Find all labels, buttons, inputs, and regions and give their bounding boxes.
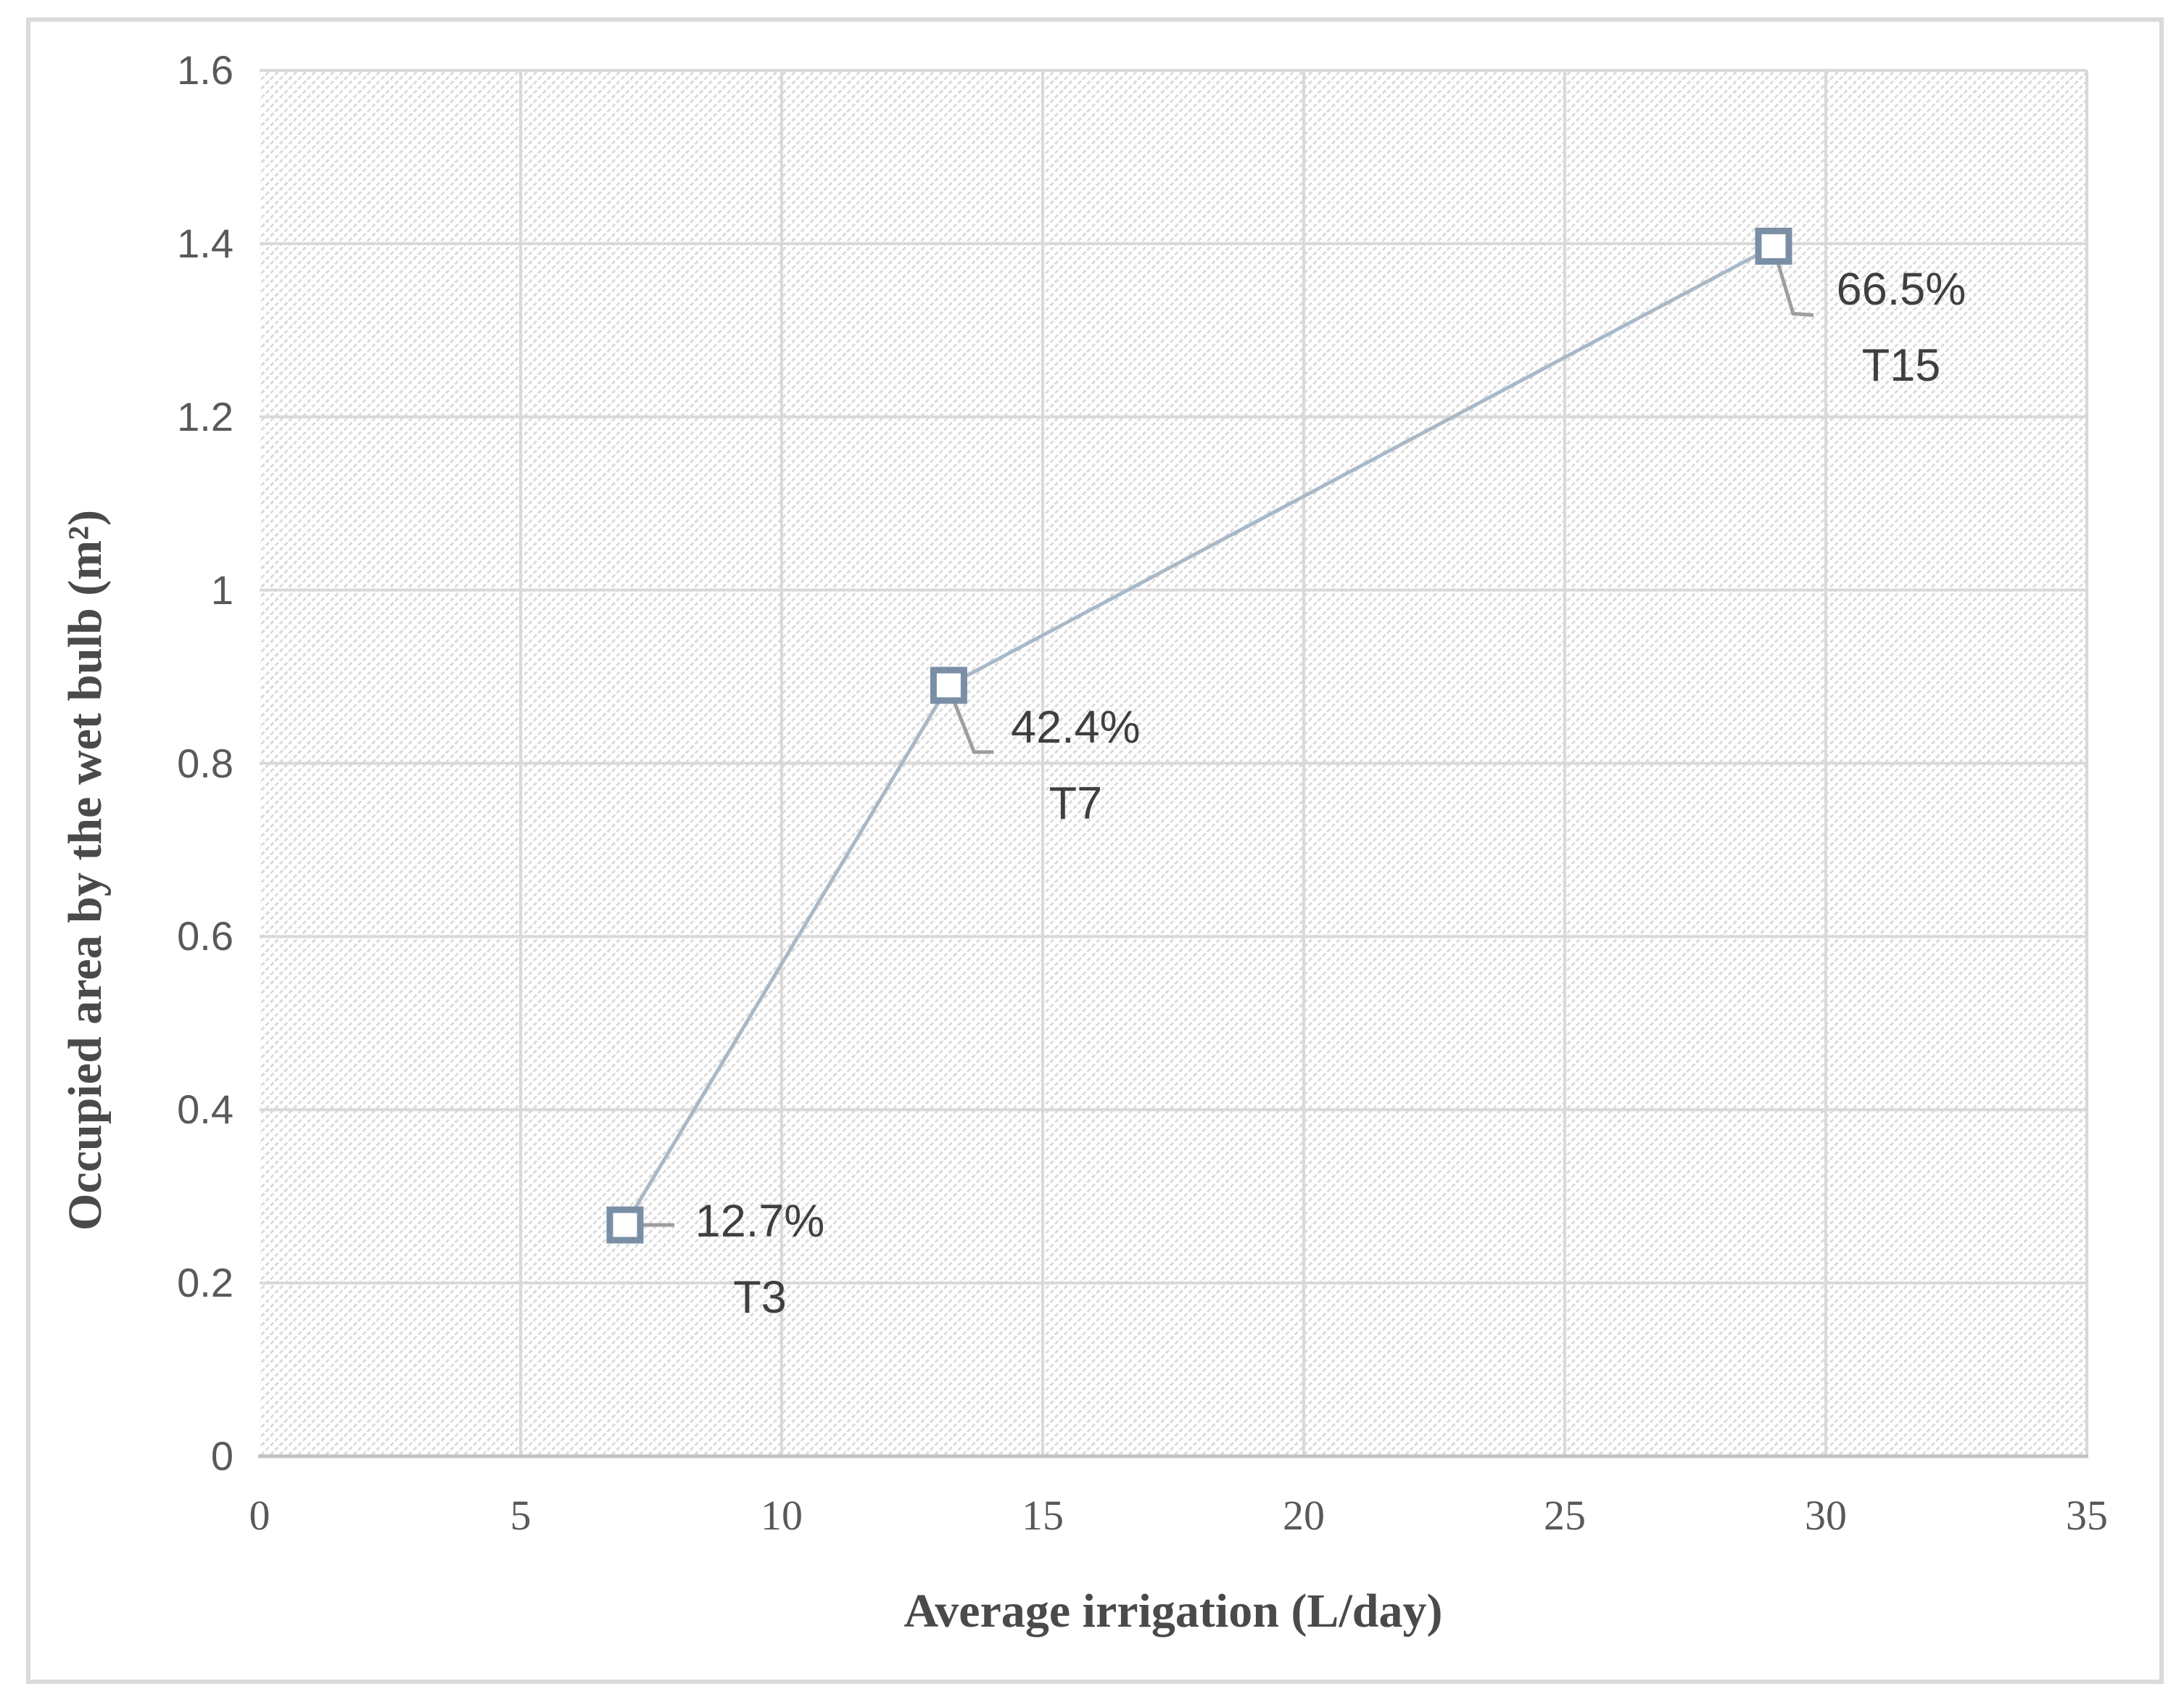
- x-tick-label-35: 35: [2066, 1492, 2108, 1539]
- y-tick-label-0.8: 0.8: [177, 740, 233, 786]
- leader-line-T7: [948, 689, 994, 754]
- data-label-treatment: T7: [1048, 778, 1103, 829]
- data-label-treatment: T15: [1861, 340, 1941, 392]
- x-tick-label-5: 5: [510, 1492, 531, 1539]
- x-tick-label-0: 0: [249, 1492, 270, 1539]
- data-label-percent: 66.5%: [1836, 264, 1966, 315]
- series-line: [623, 244, 1775, 1226]
- x-tick-label-20: 20: [1283, 1492, 1325, 1539]
- y-tick-label-0.6: 0.6: [177, 913, 233, 959]
- x-axis-title: Average irrigation (L/day): [903, 1585, 1443, 1638]
- y-tick-label-0: 0: [210, 1433, 233, 1479]
- data-label-percent: 42.4%: [1011, 702, 1141, 753]
- y-tick-label-0.2: 0.2: [177, 1260, 233, 1306]
- y-axis-title: Occupied area by the wet bulb (m²): [59, 510, 112, 1231]
- data-point-T7[interactable]: [930, 666, 967, 704]
- y-tick-label-1.2: 1.2: [177, 393, 233, 439]
- data-point-T3[interactable]: [606, 1206, 644, 1244]
- y-tick-label-0.4: 0.4: [177, 1086, 233, 1133]
- x-tick-label-15: 15: [1022, 1492, 1064, 1539]
- leader-line-T15: [1772, 249, 1814, 317]
- data-point-T15[interactable]: [1755, 227, 1792, 265]
- plot-area: [260, 70, 2087, 1456]
- x-tick-label-10: 10: [761, 1492, 803, 1539]
- data-label-T15: 66.5% T15: [1837, 252, 1966, 404]
- y-tick-label-1.4: 1.4: [177, 220, 233, 266]
- x-tick-label-30: 30: [1805, 1492, 1847, 1539]
- y-tick-label-1: 1: [210, 566, 233, 613]
- data-label-treatment: T3: [733, 1272, 787, 1324]
- data-label-T7: 42.4% T7: [1011, 690, 1141, 842]
- y-tick-label-1.6: 1.6: [177, 47, 233, 93]
- data-label-percent: 12.7%: [695, 1196, 825, 1247]
- data-label-T3: 12.7% T3: [695, 1184, 825, 1336]
- x-tick-label-25: 25: [1544, 1492, 1586, 1539]
